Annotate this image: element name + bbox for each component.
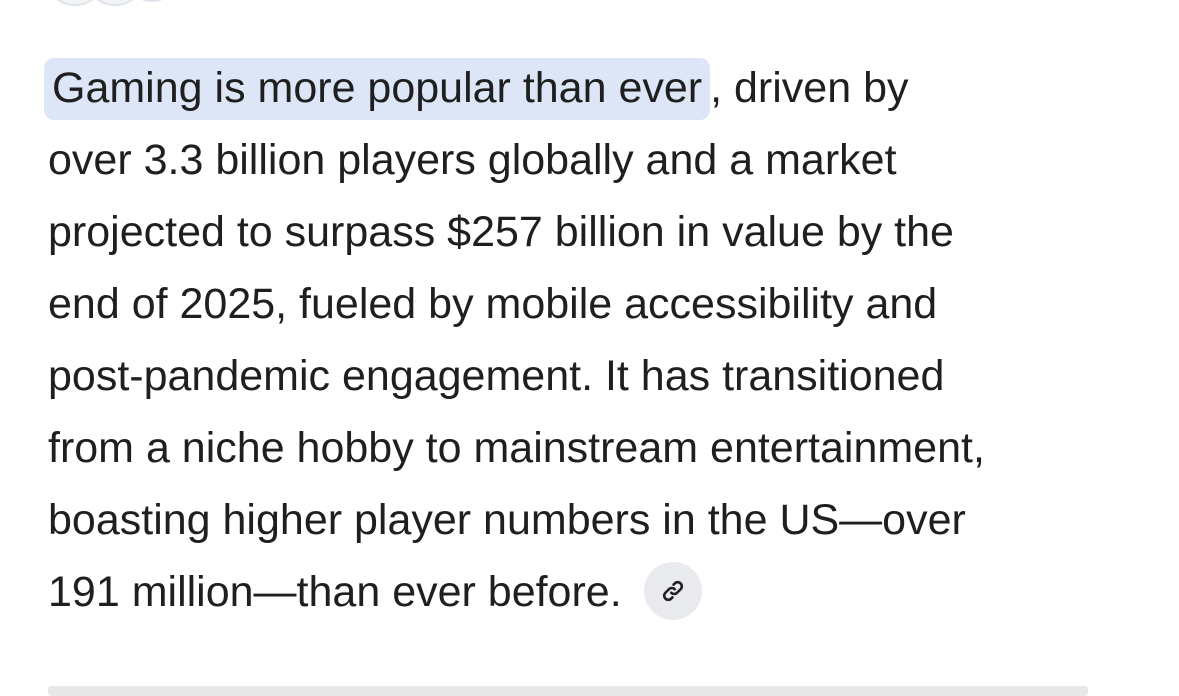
text-segment: 191 million—than ever before. <box>48 568 622 616</box>
next-paragraph-cut <box>48 686 1088 696</box>
text-line: projected to surpass $257 billion in val… <box>48 196 985 268</box>
source-link-button[interactable] <box>643 561 702 620</box>
text-segment: post-pandemic engagement. It has transit… <box>48 352 945 400</box>
text-segment: from a niche hobby to mainstream enterta… <box>48 424 985 472</box>
highlighted-claim[interactable]: Gaming is more popular than ever <box>44 58 711 120</box>
source-avatars <box>56 0 163 6</box>
answer-paragraph: Gaming is more popular than ever, driven… <box>44 52 985 628</box>
text-line: over 3.3 billion players globally and a … <box>48 124 985 196</box>
text-segment: over 3.3 billion players globally and a … <box>48 136 897 184</box>
text-line: end of 2025, fueled by mobile accessibil… <box>48 268 985 340</box>
text-line: post-pandemic engagement. It has transit… <box>48 340 985 412</box>
text-segment: , driven by <box>710 64 909 112</box>
text-line: Gaming is more popular than ever, driven… <box>44 52 985 124</box>
text-line: 191 million—than ever before. <box>48 556 985 628</box>
text-segment: boasting higher player numbers in the US… <box>48 496 966 544</box>
text-line: from a niche hobby to mainstream enterta… <box>48 412 985 484</box>
text-segment: projected to surpass $257 billion in val… <box>48 208 954 256</box>
text-segment: end of 2025, fueled by mobile accessibil… <box>48 280 938 328</box>
text-line: boasting higher player numbers in the US… <box>48 484 985 556</box>
link-icon <box>662 580 683 601</box>
